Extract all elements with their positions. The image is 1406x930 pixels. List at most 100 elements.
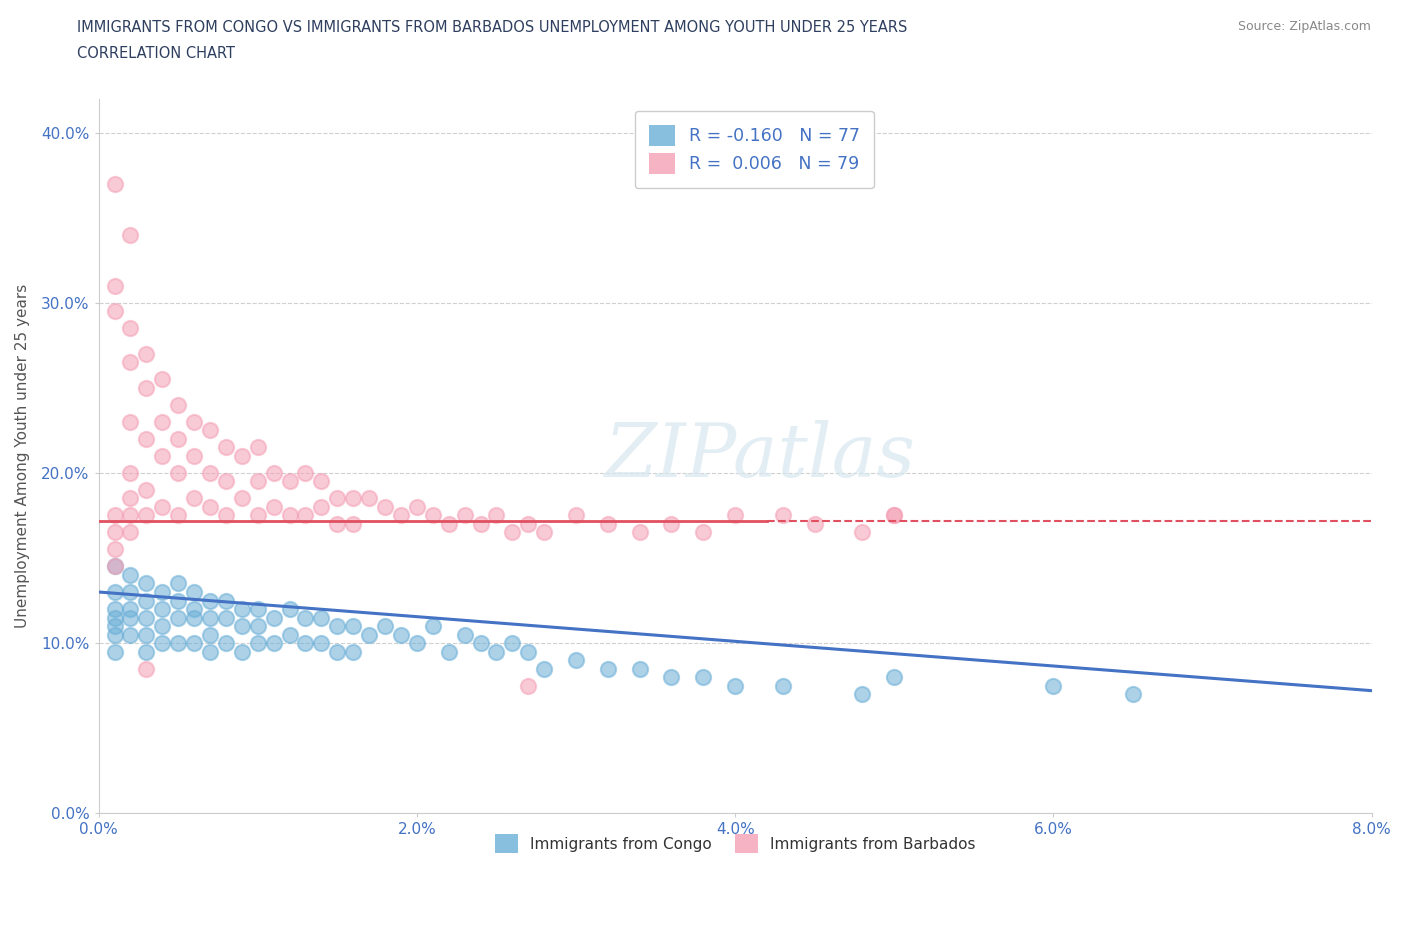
Y-axis label: Unemployment Among Youth under 25 years: Unemployment Among Youth under 25 years <box>15 284 30 628</box>
Point <box>851 686 873 701</box>
Point <box>311 610 333 625</box>
Point <box>167 432 190 446</box>
Point <box>263 610 285 625</box>
Point <box>120 508 142 523</box>
Point <box>135 508 157 523</box>
Point <box>311 635 333 650</box>
Point <box>406 635 429 650</box>
Point <box>501 635 523 650</box>
Point <box>198 499 221 514</box>
Point <box>183 448 205 463</box>
Point <box>135 644 157 659</box>
Point <box>183 585 205 600</box>
Legend: Immigrants from Congo, Immigrants from Barbados: Immigrants from Congo, Immigrants from B… <box>489 829 981 859</box>
Point <box>215 593 238 608</box>
Point <box>150 585 173 600</box>
Point <box>135 346 157 361</box>
Point <box>103 559 125 574</box>
Point <box>135 593 157 608</box>
Point <box>103 585 125 600</box>
Point <box>135 380 157 395</box>
Point <box>485 508 508 523</box>
Point <box>198 627 221 642</box>
Point <box>198 423 221 438</box>
Point <box>167 508 190 523</box>
Point <box>596 661 619 676</box>
Point <box>596 516 619 531</box>
Point <box>183 491 205 506</box>
Point <box>231 448 253 463</box>
Point <box>342 644 364 659</box>
Point <box>422 618 444 633</box>
Point <box>278 508 301 523</box>
Point <box>150 602 173 617</box>
Point <box>246 602 269 617</box>
Point <box>120 466 142 481</box>
Point <box>231 618 253 633</box>
Point <box>120 355 142 370</box>
Point <box>135 432 157 446</box>
Point <box>120 491 142 506</box>
Point <box>135 661 157 676</box>
Point <box>724 508 747 523</box>
Point <box>565 653 588 668</box>
Point <box>437 516 460 531</box>
Point <box>150 448 173 463</box>
Point <box>661 516 683 531</box>
Point <box>198 644 221 659</box>
Point <box>135 483 157 498</box>
Point <box>103 644 125 659</box>
Point <box>453 508 475 523</box>
Point <box>359 627 381 642</box>
Point <box>103 525 125 540</box>
Point <box>263 499 285 514</box>
Point <box>167 397 190 412</box>
Point <box>342 618 364 633</box>
Point <box>150 499 173 514</box>
Point <box>422 508 444 523</box>
Point <box>389 508 412 523</box>
Point <box>628 661 651 676</box>
Point <box>231 644 253 659</box>
Point <box>103 559 125 574</box>
Point <box>120 585 142 600</box>
Point <box>103 508 125 523</box>
Point <box>1042 678 1064 693</box>
Point <box>150 415 173 430</box>
Point <box>198 593 221 608</box>
Point <box>294 508 316 523</box>
Point <box>326 516 349 531</box>
Point <box>772 508 794 523</box>
Point <box>103 610 125 625</box>
Point <box>311 499 333 514</box>
Point <box>231 602 253 617</box>
Point <box>103 627 125 642</box>
Point <box>485 644 508 659</box>
Point <box>215 635 238 650</box>
Point <box>263 466 285 481</box>
Point <box>120 610 142 625</box>
Point <box>278 627 301 642</box>
Text: IMMIGRANTS FROM CONGO VS IMMIGRANTS FROM BARBADOS UNEMPLOYMENT AMONG YOUTH UNDER: IMMIGRANTS FROM CONGO VS IMMIGRANTS FROM… <box>77 20 908 35</box>
Point <box>374 499 396 514</box>
Point <box>437 644 460 659</box>
Point <box>103 177 125 192</box>
Point <box>103 542 125 557</box>
Point <box>772 678 794 693</box>
Point <box>453 627 475 642</box>
Point <box>167 593 190 608</box>
Point <box>215 610 238 625</box>
Point <box>120 525 142 540</box>
Point <box>294 466 316 481</box>
Point <box>374 618 396 633</box>
Point <box>1122 686 1144 701</box>
Point <box>311 474 333 489</box>
Point <box>103 304 125 319</box>
Point <box>246 508 269 523</box>
Point <box>628 525 651 540</box>
Point <box>167 610 190 625</box>
Point <box>167 635 190 650</box>
Point <box>501 525 523 540</box>
Point <box>326 644 349 659</box>
Point <box>661 670 683 684</box>
